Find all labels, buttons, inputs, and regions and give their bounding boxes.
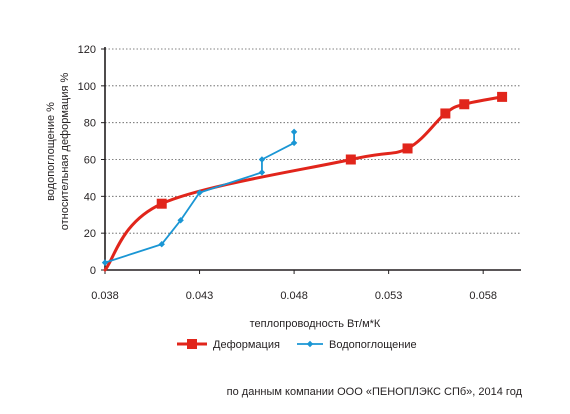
y-tick-labels: 0 20 40 60 80 100 120 [78,44,96,277]
y-tick-label: 120 [78,44,96,56]
x-tick-label: 0.048 [280,290,308,302]
y-tick-label: 0 [90,265,96,277]
data-point [258,156,266,163]
data-point [258,169,266,176]
data-point [158,241,165,248]
y-tick-label: 80 [84,118,96,130]
grid-lines [105,48,521,234]
data-point [156,198,167,209]
series-water-absorption [101,128,298,266]
y-axis-title-line: относительная деформация % [59,73,71,231]
data-point [497,91,508,102]
data-point [459,99,470,110]
y-tick-label: 100 [78,81,96,93]
x-tick-label: 0.038 [91,290,119,302]
legend-item: Водопоглощение [297,339,417,351]
series-layer [101,91,508,272]
legend-marker [306,340,314,348]
y-tick-label: 40 [84,191,96,203]
series-line [104,130,295,264]
y-tick-label: 60 [84,155,96,167]
data-point [290,139,298,147]
data-point [101,259,109,266]
y-axis-title: водопоглощение % относительная деформация… [45,73,71,231]
x-tick-label: 0.043 [186,290,214,302]
x-tick-label: 0.058 [469,290,497,302]
data-point [290,128,298,136]
data-point [196,189,203,196]
x-tick-labels: 0.038 0.043 0.048 0.053 0.058 [91,290,497,302]
y-axis-title-text: водопоглощение % относительная деформация… [45,73,71,231]
series-deformation [103,91,508,272]
axes [101,47,521,274]
legend-item: Деформация [177,339,280,351]
data-point [440,108,451,119]
data-point [402,143,413,154]
legend: Деформация Водопоглощение [177,339,417,351]
source-note: по данным компании ООО «ПЕНОПЛЭКС СПб», … [226,386,522,398]
x-tick-label: 0.053 [375,290,403,302]
x-axis-title: теплопроводность Вт/м*К [250,318,381,330]
data-point [177,217,184,224]
y-axis-title-line: водопоглощение % [45,102,57,201]
legend-marker [187,339,197,349]
legend-label: Деформация [213,339,280,351]
y-tick-label: 20 [84,228,96,240]
data-point [345,154,356,165]
legend-label: Водопоглощение [329,339,417,351]
